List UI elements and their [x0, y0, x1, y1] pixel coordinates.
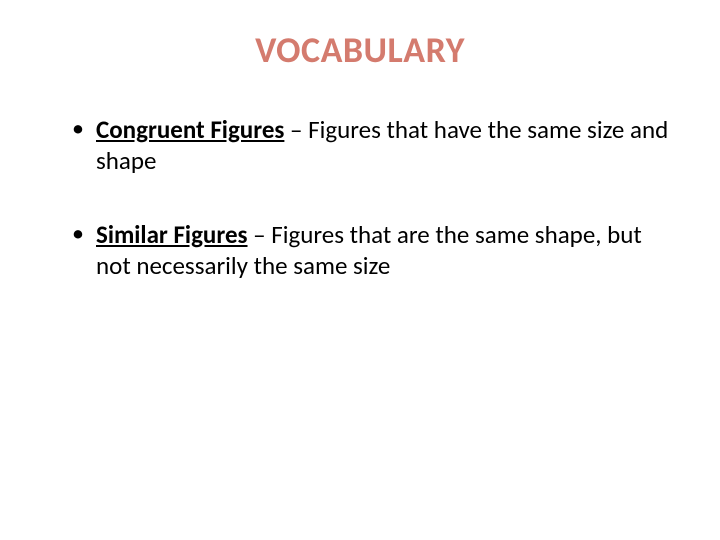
bullet-list: Congruent Figures – Figures that have th…	[50, 114, 670, 281]
slide-container: VOCABULARY Congruent Figures – Figures t…	[0, 0, 720, 540]
list-item: Similar Figures – Figures that are the s…	[68, 219, 670, 282]
slide-title: VOCABULARY	[50, 28, 670, 72]
term-label: Similar Figures	[96, 219, 248, 250]
term-label: Congruent Figures	[96, 114, 284, 145]
list-item: Congruent Figures – Figures that have th…	[68, 114, 670, 177]
